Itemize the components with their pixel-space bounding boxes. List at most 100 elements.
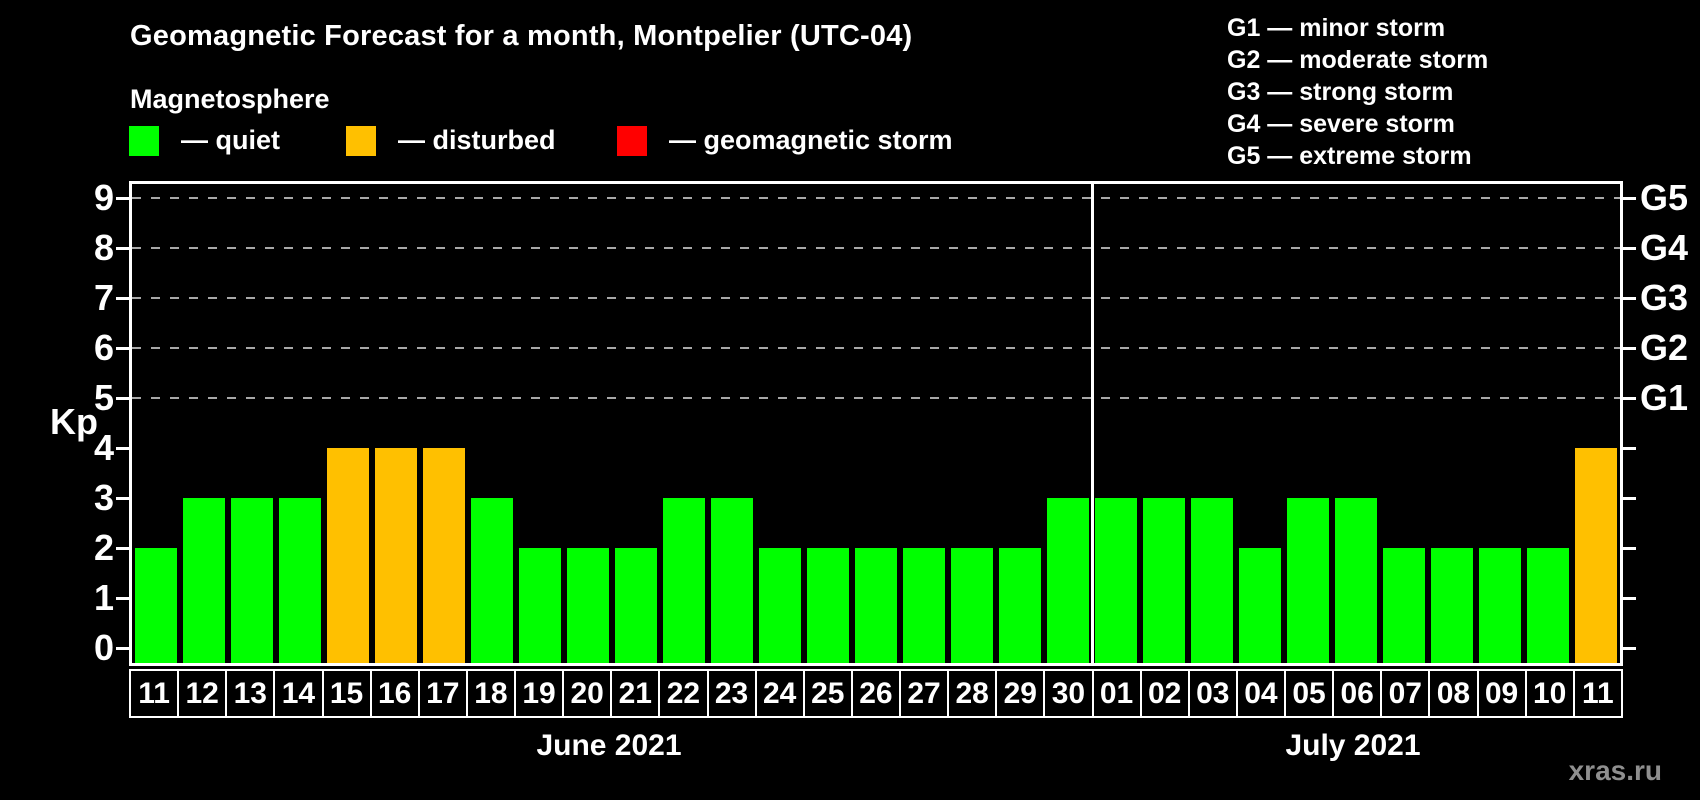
bar-day-14 bbox=[279, 498, 321, 663]
day-label: 09 bbox=[1479, 671, 1527, 716]
y-axis-tick bbox=[116, 396, 129, 400]
g-scale-legend-item: G2 — moderate storm bbox=[1227, 46, 1489, 74]
bar-day-20 bbox=[567, 548, 609, 663]
watermark: xras.ru bbox=[1568, 755, 1662, 786]
bar-day-07 bbox=[1383, 548, 1425, 663]
right-axis-tick bbox=[1623, 196, 1636, 200]
day-label: 20 bbox=[564, 671, 613, 716]
g-scale-legend: G1 — minor storm G2 — moderate storm G3 — … bbox=[1227, 12, 1488, 172]
day-label: 05 bbox=[1286, 671, 1335, 716]
day-label: 21 bbox=[612, 671, 661, 716]
g-level-label: G2 bbox=[1640, 327, 1689, 368]
y-axis-tick bbox=[116, 246, 129, 250]
g-level-label: G4 bbox=[1640, 227, 1689, 268]
right-axis-tick bbox=[1623, 446, 1636, 450]
bar-day-27 bbox=[903, 548, 945, 663]
legend-item-storm: — geomagnetic storm bbox=[617, 125, 953, 156]
bar-day-05 bbox=[1287, 498, 1329, 663]
bar-day-26 bbox=[855, 548, 897, 663]
day-label: 02 bbox=[1142, 671, 1190, 716]
storm-color-swatch-icon bbox=[617, 125, 647, 156]
y-axis-tick bbox=[116, 646, 129, 650]
y-axis-tick bbox=[116, 196, 129, 200]
y-tick-label: 5 bbox=[93, 377, 114, 418]
bar-day-24 bbox=[759, 548, 801, 663]
bar-day-12 bbox=[183, 498, 225, 663]
right-axis-tick bbox=[1623, 496, 1636, 500]
bar-day-06 bbox=[1335, 498, 1377, 663]
day-label: 10 bbox=[1527, 671, 1575, 716]
bar-day-16 bbox=[375, 448, 417, 663]
page-title: Geomagnetic Forecast for a month, Montpe… bbox=[130, 20, 913, 52]
g-level-label: G5 bbox=[1640, 177, 1689, 218]
day-label: 22 bbox=[660, 671, 709, 716]
gridline-kp8 bbox=[132, 247, 1620, 249]
day-label: 23 bbox=[709, 671, 757, 716]
g-scale-legend-item: G4 — severe storm bbox=[1227, 110, 1455, 138]
month-label: July 2021 bbox=[1285, 729, 1421, 762]
bar-day-19 bbox=[519, 548, 561, 663]
day-label: 08 bbox=[1430, 671, 1479, 716]
day-label: 03 bbox=[1190, 671, 1238, 716]
day-label: 04 bbox=[1238, 671, 1286, 716]
day-label: 25 bbox=[805, 671, 853, 716]
month-label: June 2021 bbox=[536, 729, 682, 762]
month-separator bbox=[1090, 184, 1094, 663]
bar-day-11 bbox=[1575, 448, 1617, 663]
bar-day-08 bbox=[1431, 548, 1473, 663]
day-label: 13 bbox=[227, 671, 276, 716]
day-label: 01 bbox=[1094, 671, 1142, 716]
y-axis-tick bbox=[116, 296, 129, 300]
y-tick-label: 8 bbox=[93, 227, 114, 268]
day-axis-strip: 11 12 13 14 15 16 17 18 19 20 21 22 23 24 25 26 27 28 29 30… bbox=[129, 669, 1623, 718]
bar-day-18 bbox=[471, 498, 513, 663]
y-tick-label: 9 bbox=[93, 177, 114, 218]
day-label: 06 bbox=[1334, 671, 1383, 716]
bar-day-15 bbox=[327, 448, 369, 663]
bar-day-02 bbox=[1143, 498, 1185, 663]
bar-day-09 bbox=[1479, 548, 1521, 663]
gridline-kp5 bbox=[132, 397, 1620, 399]
legend-label: — disturbed bbox=[398, 125, 556, 155]
quiet-color-swatch-icon bbox=[129, 125, 159, 156]
legend-item-quiet: — quiet bbox=[129, 125, 280, 156]
day-label: 29 bbox=[997, 671, 1046, 716]
g-level-label: G3 bbox=[1640, 277, 1689, 318]
bar-day-22 bbox=[663, 498, 705, 663]
right-axis-tick bbox=[1623, 396, 1636, 400]
bar-day-17 bbox=[423, 448, 465, 663]
day-label: 24 bbox=[757, 671, 805, 716]
y-tick-label: 0 bbox=[93, 627, 114, 668]
right-axis-tick bbox=[1623, 296, 1636, 300]
legend-label: — geomagnetic storm bbox=[669, 125, 953, 155]
disturbed-color-swatch-icon bbox=[346, 125, 376, 156]
day-label: 15 bbox=[324, 671, 372, 716]
g-level-label: G1 bbox=[1640, 377, 1689, 418]
day-label: 14 bbox=[275, 671, 324, 716]
right-axis-tick bbox=[1623, 346, 1636, 350]
bar-day-25 bbox=[807, 548, 849, 663]
y-axis-tick bbox=[116, 446, 129, 450]
y-axis-tick bbox=[116, 546, 129, 550]
gridline-kp9 bbox=[132, 197, 1620, 199]
g-scale-legend-item: G5 — extreme storm bbox=[1227, 142, 1472, 170]
legend-label: — quiet bbox=[181, 125, 280, 155]
bar-day-13 bbox=[231, 498, 273, 663]
day-label: 18 bbox=[468, 671, 516, 716]
bar-day-28 bbox=[951, 548, 993, 663]
y-axis-tick bbox=[116, 496, 129, 500]
bar-day-03 bbox=[1191, 498, 1233, 663]
right-axis-tick bbox=[1623, 246, 1636, 250]
day-label: 19 bbox=[516, 671, 565, 716]
g-scale-legend-item: G3 — strong storm bbox=[1227, 78, 1454, 106]
magnetosphere-legend-title: Magnetosphere bbox=[130, 84, 330, 114]
day-label: 07 bbox=[1382, 671, 1431, 716]
right-axis-tick bbox=[1623, 646, 1636, 650]
right-axis-tick bbox=[1623, 596, 1636, 600]
bar-day-11 bbox=[135, 548, 177, 663]
day-label: 12 bbox=[179, 671, 228, 716]
day-label: 17 bbox=[420, 671, 468, 716]
y-axis-tick bbox=[116, 346, 129, 350]
day-label: 27 bbox=[901, 671, 950, 716]
